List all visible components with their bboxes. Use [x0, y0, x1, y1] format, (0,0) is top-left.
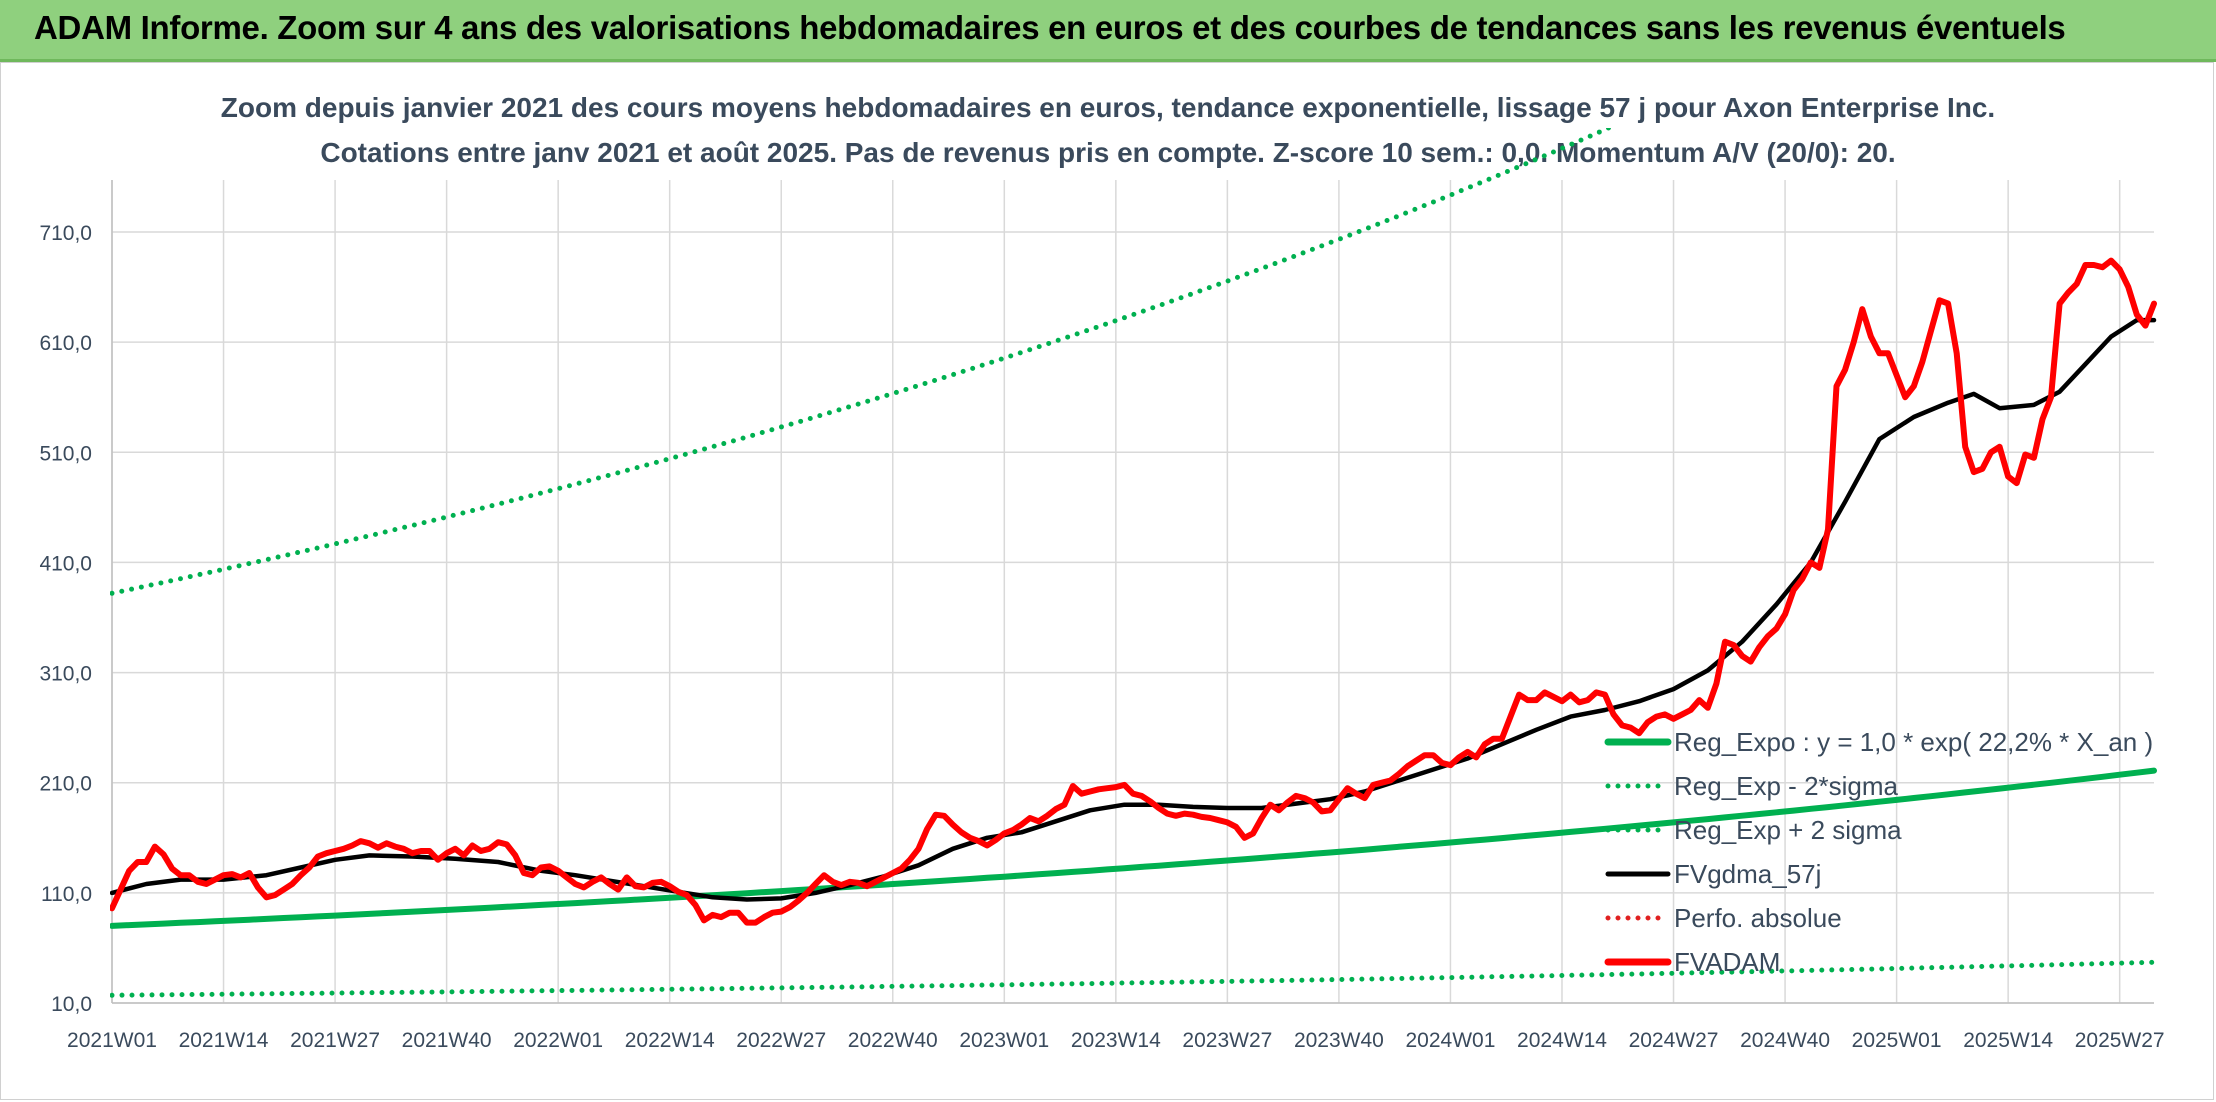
x-tick-label: 2022W27 [736, 1029, 826, 1052]
legend-label: Reg_Exp - 2*sigma [1674, 771, 1899, 801]
x-tick-label: 2022W01 [513, 1029, 603, 1052]
series-line-0 [110, 767, 2157, 929]
x-tick-label: 2021W27 [290, 1029, 380, 1052]
y-tick-label: 610,0 [39, 332, 92, 355]
y-tick-label: 310,0 [39, 663, 92, 686]
y-axis-ticks: 10,0 110,0 210,0 310,0 410,0 510,0 610,0 710,0 [39, 222, 92, 1016]
x-tick-label: 2023W01 [959, 1029, 1049, 1052]
legend-label: FVADAM [1674, 947, 1780, 977]
legend-label: Perfo. absolue [1674, 903, 1842, 933]
x-tick-label: 2023W14 [1071, 1029, 1161, 1052]
x-tick-label: 2021W01 [67, 1029, 157, 1052]
chart-subtitle: Cotations entre janv 2021 et août 2025. … [320, 137, 1895, 168]
legend-label: FVgdma_57j [1674, 859, 1821, 889]
y-tick-label: 210,0 [39, 773, 92, 796]
y-tick-label: 510,0 [39, 442, 92, 465]
banner: ADAM Informe. Zoom sur 4 ans des valoris… [0, 0, 2216, 62]
series-line-5 [110, 257, 2157, 926]
y-tick-label: 10,0 [51, 993, 92, 1016]
series-line-2 [110, 128, 1615, 596]
x-tick-label: 2025W01 [1852, 1029, 1942, 1052]
x-tick-label: 2023W27 [1182, 1029, 1272, 1052]
x-tick-label: 2024W14 [1517, 1029, 1607, 1052]
x-tick-label: 2024W27 [1629, 1029, 1719, 1052]
chart-title: Zoom depuis janvier 2021 des cours moyen… [221, 92, 1995, 123]
x-tick-label: 2022W14 [625, 1029, 715, 1052]
x-axis-ticks: 2021W01 2021W14 2021W27 2021W40 2022W01 2022W… [67, 1029, 2165, 1052]
legend: Reg_Expo : y = 1,0 * exp( 22,2% * X_an )… [1604, 727, 2153, 977]
legend-label: Reg_Exp + 2 sigma [1674, 815, 1902, 845]
series-line-3 [110, 317, 2157, 902]
x-tick-label: 2024W01 [1406, 1029, 1496, 1052]
x-tick-label: 2021W14 [179, 1029, 269, 1052]
y-tick-label: 710,0 [39, 222, 92, 245]
banner-title: ADAM Informe. Zoom sur 4 ans des valoris… [34, 9, 2066, 46]
x-tick-label: 2022W40 [848, 1029, 938, 1052]
x-tick-label: 2021W40 [402, 1029, 492, 1052]
y-tick-label: 110,0 [41, 883, 92, 906]
series-line-1 [110, 959, 2157, 998]
legend-label: Reg_Expo : y = 1,0 * exp( 22,2% * X_an ) [1674, 727, 2153, 757]
plot-area [110, 128, 2157, 998]
chart-frame [0, 62, 2214, 1100]
y-tick-label: 410,0 [39, 552, 92, 575]
x-tick-label: 2025W14 [1963, 1029, 2053, 1052]
x-tick-label: 2025W27 [2075, 1029, 2165, 1052]
grid [111, 180, 2154, 1004]
x-tick-label: 2024W40 [1740, 1029, 1830, 1052]
x-tick-label: 2023W40 [1294, 1029, 1384, 1052]
